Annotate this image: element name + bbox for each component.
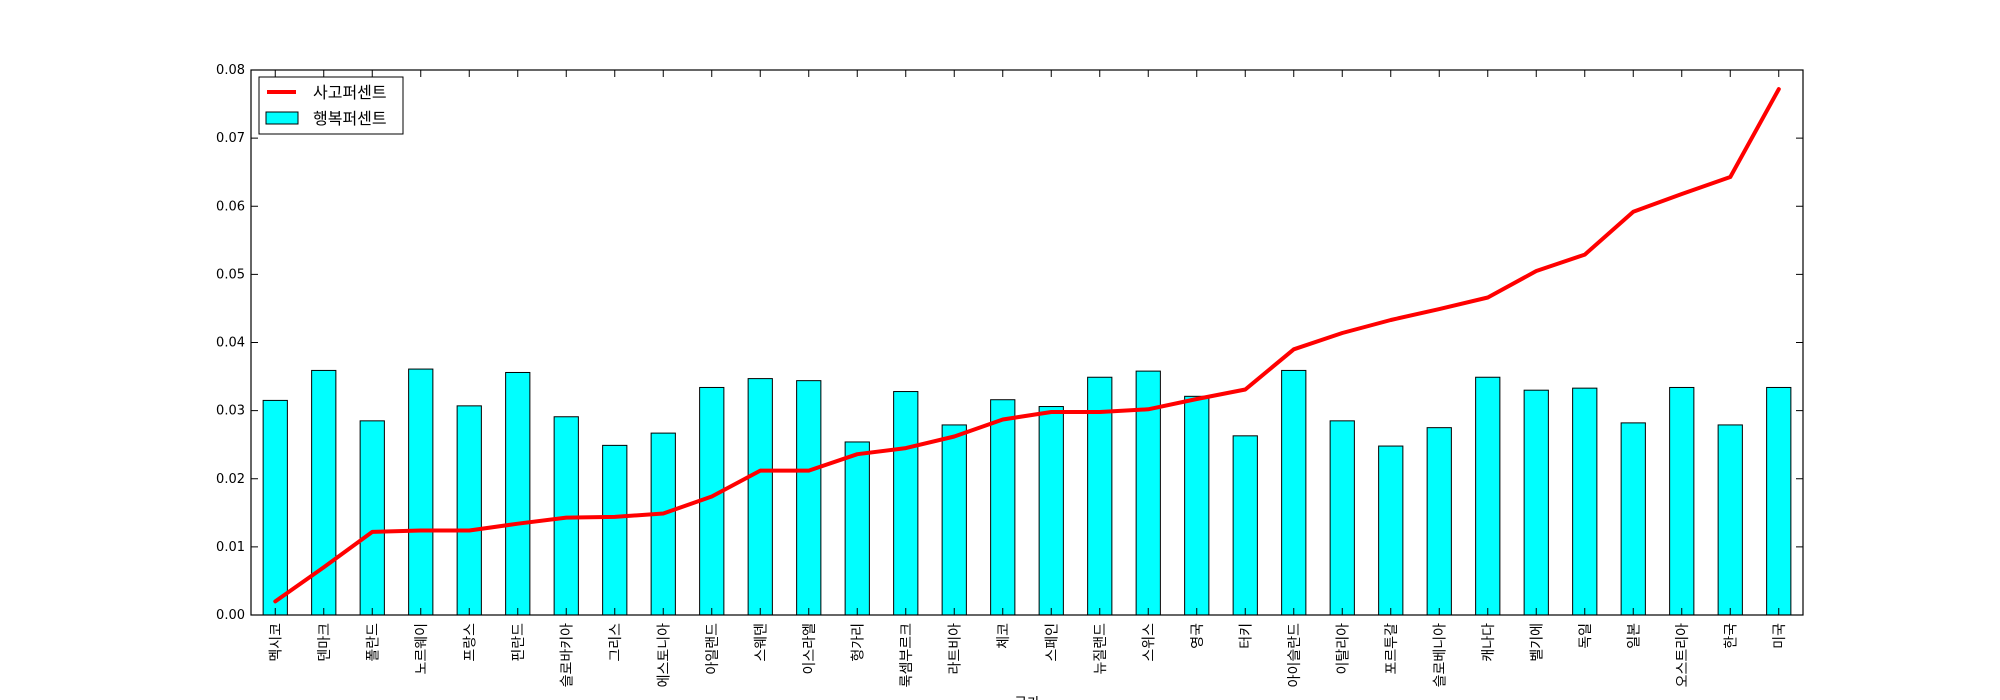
legend-bar-swatch (265, 111, 299, 125)
y-tick-label: 0.02 (216, 472, 245, 487)
y-tick-label: 0.08 (216, 63, 245, 78)
y-tick-label: 0.07 (216, 131, 245, 146)
y-axis: 0.00 0.01 0.02 0.03 0.04 0.05 0.06 0.07 0.08 (216, 63, 1803, 623)
x-tick-label: 한국 (1723, 623, 1739, 649)
bar-21 (1232, 435, 1258, 616)
bar-26 (1475, 376, 1501, 616)
x-tick-label: 슬로바키아 (559, 623, 575, 688)
y-tick-label: 0.06 (216, 199, 245, 214)
bar-14 (893, 391, 919, 616)
plot-area-frame (250, 69, 1804, 616)
bar-23 (1329, 420, 1355, 616)
x-tick-label: 이탈리아 (1335, 623, 1351, 675)
bar-32 (1766, 386, 1792, 616)
bar-3 (359, 420, 385, 616)
bar-13 (844, 441, 870, 616)
bar-4 (408, 368, 434, 616)
x-tick-label: 체코 (996, 623, 1012, 649)
x-tick-label: 라트비아 (947, 623, 963, 675)
x-tick-label: 에스토니아 (656, 623, 672, 688)
bar-2 (311, 369, 337, 616)
x-tick-label: 캐나다 (1481, 623, 1497, 662)
x-tick-label: 이스라엘 (802, 623, 818, 675)
y-tick-label: 0.00 (216, 608, 245, 623)
y-tick-label: 0.03 (216, 404, 245, 419)
x-tick-label: 멕시코 (268, 623, 284, 662)
x-tick-label: 스웨덴 (753, 623, 769, 662)
bar-12 (796, 380, 822, 616)
x-tick-label: 독일 (1578, 623, 1594, 649)
x-tick-label: 폴란드 (365, 623, 381, 662)
x-tick-label: 스페인 (1044, 623, 1060, 662)
bar-30 (1669, 386, 1695, 616)
bar-27 (1523, 389, 1549, 616)
x-tick-label: 노르웨이 (414, 623, 430, 675)
y-tick-label: 0.01 (216, 540, 245, 555)
bar-24 (1378, 445, 1404, 616)
y-tick-label: 0.05 (216, 267, 245, 282)
x-tick-label: 아이슬란드 (1287, 623, 1303, 688)
bar-9 (650, 432, 676, 616)
bar-6 (505, 371, 531, 616)
x-tick-label: 일본 (1626, 623, 1642, 649)
legend-label-line: 사고퍼센트 (313, 83, 387, 102)
bar-29 (1620, 422, 1646, 616)
bar-28 (1572, 387, 1598, 616)
bar-8 (602, 444, 628, 616)
bar-19 (1135, 370, 1161, 616)
x-tick-label: 그리스 (608, 623, 624, 662)
x-tick-label: 아일랜드 (705, 623, 721, 675)
x-tick-label: 헝가리 (850, 623, 866, 662)
x-tick-label: 오스트리아 (1675, 623, 1691, 688)
x-tick-label: 뉴질랜드 (1093, 623, 1109, 675)
x-tick-label: 룩셈부르크 (899, 623, 915, 688)
legend-label-bar: 행복퍼센트 (313, 109, 387, 128)
x-tick-label: 슬로베니아 (1432, 623, 1448, 688)
y-tick-label: 0.04 (216, 336, 245, 351)
x-tick-label: 벨기에 (1529, 623, 1545, 662)
x-tick-label: 포르투갈 (1384, 623, 1400, 675)
bar-20 (1184, 395, 1210, 616)
x-tick-label: 핀란드 (511, 623, 527, 662)
bar-15 (941, 424, 967, 616)
legend: 사고퍼센트 행복퍼센트 (258, 76, 404, 135)
x-tick-label: 덴마크 (317, 623, 333, 662)
x-tick-label: 터키 (1238, 623, 1254, 649)
bar-11 (747, 378, 773, 616)
x-axis-title: 국가 (1014, 696, 1040, 700)
bar-5 (456, 405, 482, 616)
x-axis: 멕시코 덴마크 폴란드 노르웨이 프랑스 핀란드 슬로바키아 그리스 에스토니아 아일랜드 스웨덴 이… (268, 70, 1788, 687)
bar-31 (1717, 424, 1743, 616)
bar-17 (1038, 406, 1064, 616)
x-tick-label: 영국 (1190, 623, 1206, 649)
bar-1 (262, 399, 288, 616)
bar-22 (1281, 369, 1307, 616)
x-tick-label: 스위스 (1141, 623, 1157, 662)
bar-25 (1426, 427, 1452, 616)
line-path (273, 87, 1781, 604)
bar-series (262, 368, 1792, 616)
x-tick-label: 미국 (1772, 623, 1788, 649)
line-series (273, 87, 1781, 604)
bar-16 (990, 399, 1016, 616)
x-tick-label: 프랑스 (462, 623, 478, 662)
